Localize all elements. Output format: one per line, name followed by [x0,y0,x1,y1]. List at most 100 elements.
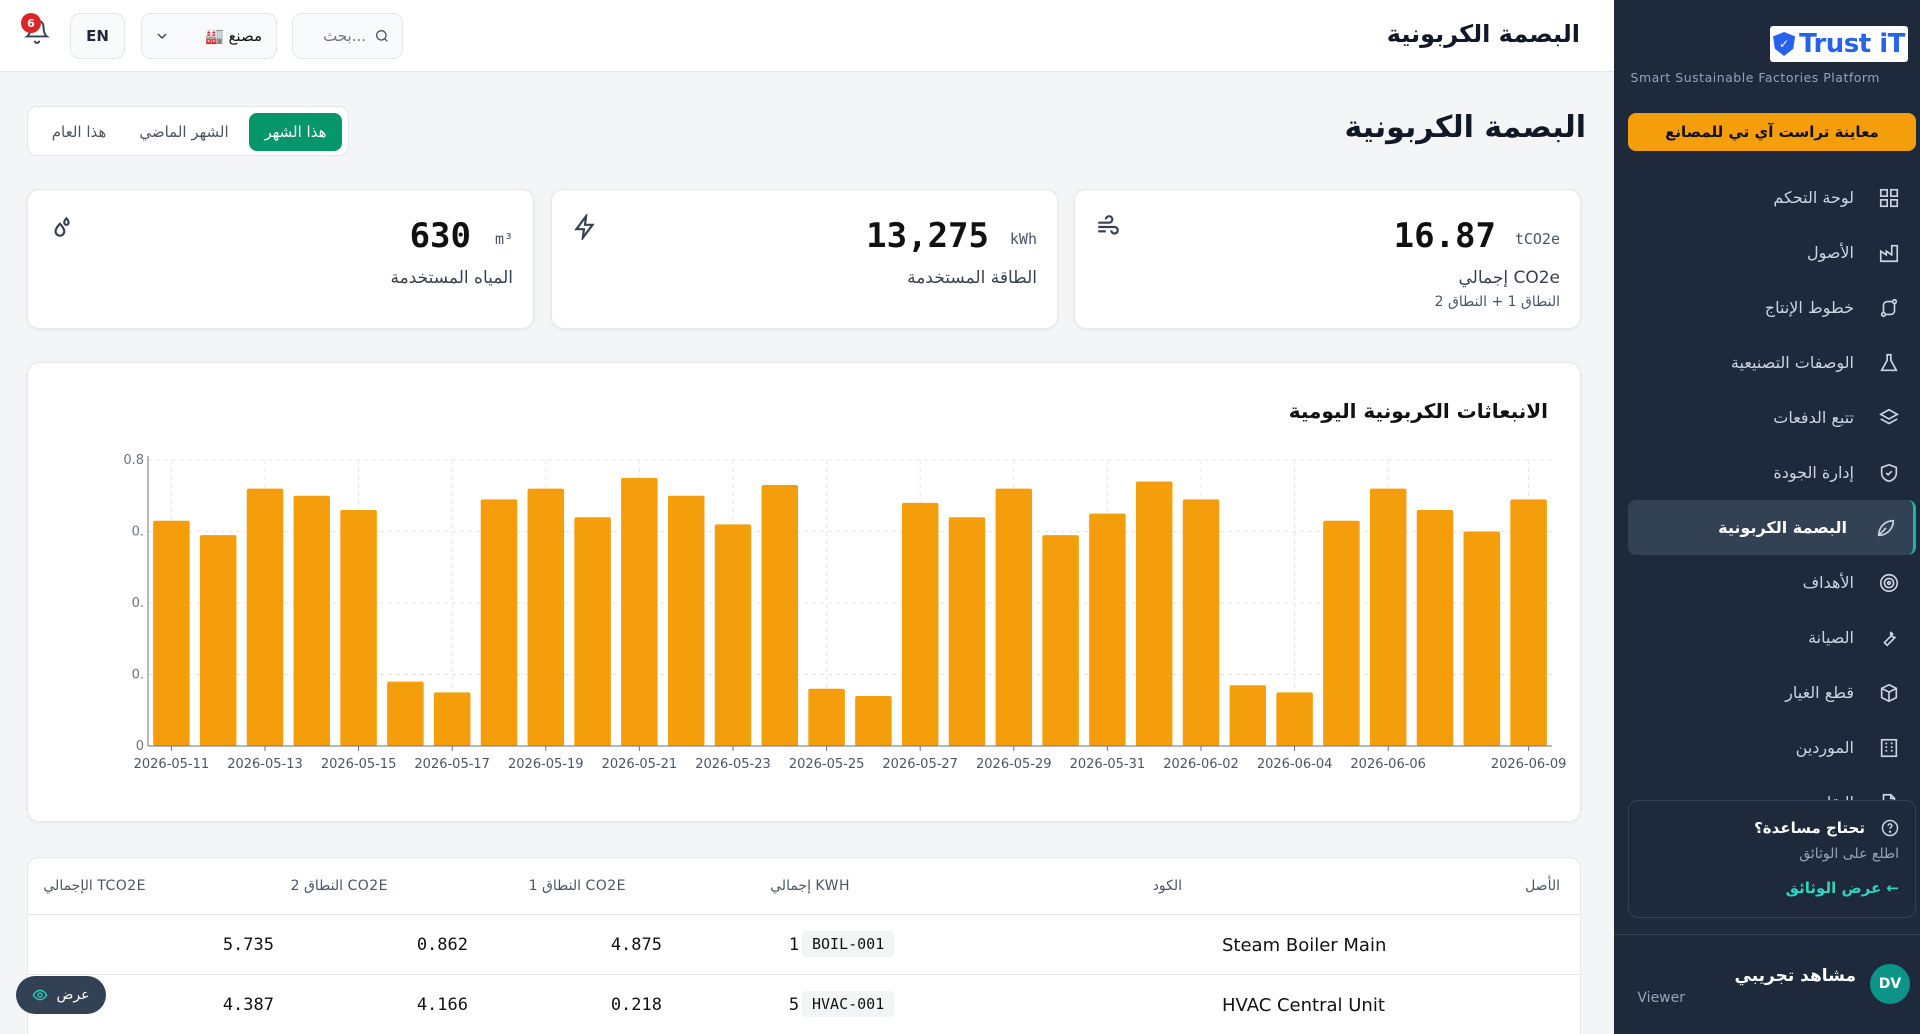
table-row[interactable]: Steam Boiler Main1,1814.8750.8625.735BOI… [28,915,1580,975]
bar-2026-05-11[interactable] [153,520,190,746]
bar-2026-06-02[interactable] [1182,499,1220,746]
cell-scope1: 4.875 [610,935,662,955]
leaf-icon [1877,519,1895,537]
table-row[interactable]: HVAC Central Unit5,7070.2184.1664.387HVA… [28,975,1580,1034]
card-energy: 13,275 kWh الطاقة المستخدمة [551,189,1058,329]
sidebar: ✓ Trust iT Smart Sustainable Factories P… [1614,0,1920,1034]
sidebar-item-leaf[interactable]: البصمة الكربونية [1628,500,1916,555]
card-unit: tCO2e [1514,230,1560,248]
search-icon [376,30,388,42]
view-docs-link[interactable]: عرض الوثائق ← [1785,879,1899,897]
bar-2026-05-30[interactable] [1042,535,1079,746]
factory-select-value: 🏭 مصنع [204,27,262,45]
droplets-icon [54,216,70,237]
shield-logo-icon: ✓ [1773,32,1796,56]
bar-2026-06-07[interactable] [1416,510,1454,746]
flask-icon [1880,353,1898,372]
search-box[interactable]: بحث... [292,13,403,59]
x-tick-label: 2026-05-31 [1070,757,1146,772]
bar-2026-05-28[interactable] [948,517,986,746]
x-tick-label: 2026-06-02 [1163,757,1239,772]
bar-2026-05-13[interactable] [246,488,284,746]
page-title: البصمة الكربونية [1344,110,1586,145]
sidebar-item-route[interactable]: خطوط الإنتاج [1614,280,1920,335]
y-tick-label: 0 [136,739,144,754]
bar-2026-06-05[interactable] [1323,520,1360,746]
shield-check-icon [1880,463,1898,483]
eye-icon [33,989,48,1001]
bar-2026-05-15[interactable] [340,510,377,746]
y-tick-label: 0. [132,525,144,540]
platform-tagline: Smart Sustainable Factories Platform [1630,70,1880,85]
sidebar-item-flask[interactable]: الوصفات التصنيعية [1614,335,1920,390]
bar-2026-05-29[interactable] [995,488,1033,746]
bar-2026-05-12[interactable] [199,535,237,746]
bar-2026-06-08[interactable] [1463,531,1501,747]
bar-2026-06-09[interactable] [1510,499,1547,746]
card-value: 16.87 [1393,216,1496,256]
factory-select[interactable]: 🏭 مصنع [141,13,277,59]
sidebar-item-wrench[interactable]: الصيانة [1614,610,1920,665]
tab-last-month[interactable]: الشهر الماضي [139,123,229,141]
user-name: مشاهد تجريبي [1734,966,1856,986]
sidebar-item-layers[interactable]: تتبع الدفعات [1614,390,1920,445]
package-icon [1880,683,1898,703]
x-tick-label: 2026-05-17 [414,757,490,772]
wrench-icon [1883,631,1897,647]
route-icon [1880,298,1898,318]
bar-2026-06-03[interactable] [1229,685,1267,746]
demo-preview-button[interactable]: معاينة تراست آي تي للمصانع [1628,113,1916,151]
sidebar-item-shield-check[interactable]: إدارة الجودة [1614,445,1920,500]
sidebar-item-label: خطوط الإنتاج [1764,298,1854,317]
card-label: إجمالي CO2e [1458,268,1560,288]
bar-2026-05-27[interactable] [901,502,939,746]
table-header: الأصل الكود إجمالي KWH النطاق 1 CO2E الن… [28,858,1580,915]
sidebar-item-package[interactable]: قطع الغيار [1614,665,1920,720]
sidebar-divider [1614,934,1920,935]
lightning-icon [574,214,595,240]
x-tick-label: 2026-06-06 [1350,757,1426,772]
tab-this-month[interactable]: هذا الشهر [249,113,342,151]
x-tick-label: 2026-06-04 [1257,757,1333,772]
sidebar-item-dashboard[interactable]: لوحة التحكم [1614,170,1920,225]
notification-badge: 6 [21,13,41,33]
cell-code: HVAC-001 [802,991,895,1017]
trust-it-logo[interactable]: ✓ Trust iT [1770,26,1908,62]
sidebar-nav: لوحة التحكم الأصول خطوط الإنتاج الوصفات الت… [1614,170,1920,830]
bar-2026-06-04[interactable] [1276,692,1313,746]
x-tick-label: 2026-05-29 [976,757,1052,772]
help-subtitle: اطلع على الوثائق [1799,846,1899,862]
user-avatar[interactable]: DV [1870,964,1910,1004]
bar-2026-05-26[interactable] [855,695,892,746]
bar-2026-05-20[interactable] [574,517,611,746]
tab-this-year[interactable]: هذا العام [51,123,107,141]
card-value: 630 [409,216,471,256]
search-input[interactable]: بحث... [323,27,366,45]
language-toggle[interactable]: EN [70,13,125,59]
bar-2026-05-23[interactable] [714,524,752,746]
target-icon [1879,573,1899,593]
help-title: تحتاج مساعدة؟ [1754,819,1865,837]
sidebar-item-label: الموردين [1795,738,1854,757]
bar-2026-05-14[interactable] [293,495,331,746]
bar-2026-05-24[interactable] [761,485,799,746]
bar-2026-05-18[interactable] [480,499,518,746]
bar-2026-06-01[interactable] [1135,481,1173,746]
bar-2026-05-31[interactable] [1089,513,1126,746]
cell-scope2: 0.862 [416,935,468,955]
sidebar-item-factory[interactable]: الأصول [1614,225,1920,280]
bar-2026-05-16[interactable] [387,681,424,746]
th-total: الإجمالي TCO2E [43,878,146,894]
sidebar-item-label: لوحة التحكم [1773,188,1854,207]
bar-2026-05-25[interactable] [808,688,845,746]
view-toggle-button[interactable]: عرض [16,976,106,1014]
bar-2026-06-06[interactable] [1369,488,1407,746]
x-tick-label: 2026-05-23 [695,757,771,772]
bar-2026-05-17[interactable] [433,692,471,746]
bar-2026-05-22[interactable] [667,495,705,746]
sidebar-item-target[interactable]: الأهداف [1614,555,1920,610]
bar-2026-05-21[interactable] [621,477,658,746]
sidebar-item-building[interactable]: الموردين [1614,720,1920,775]
cell-total: 4.387 [222,995,274,1015]
bar-2026-05-19[interactable] [527,488,565,746]
